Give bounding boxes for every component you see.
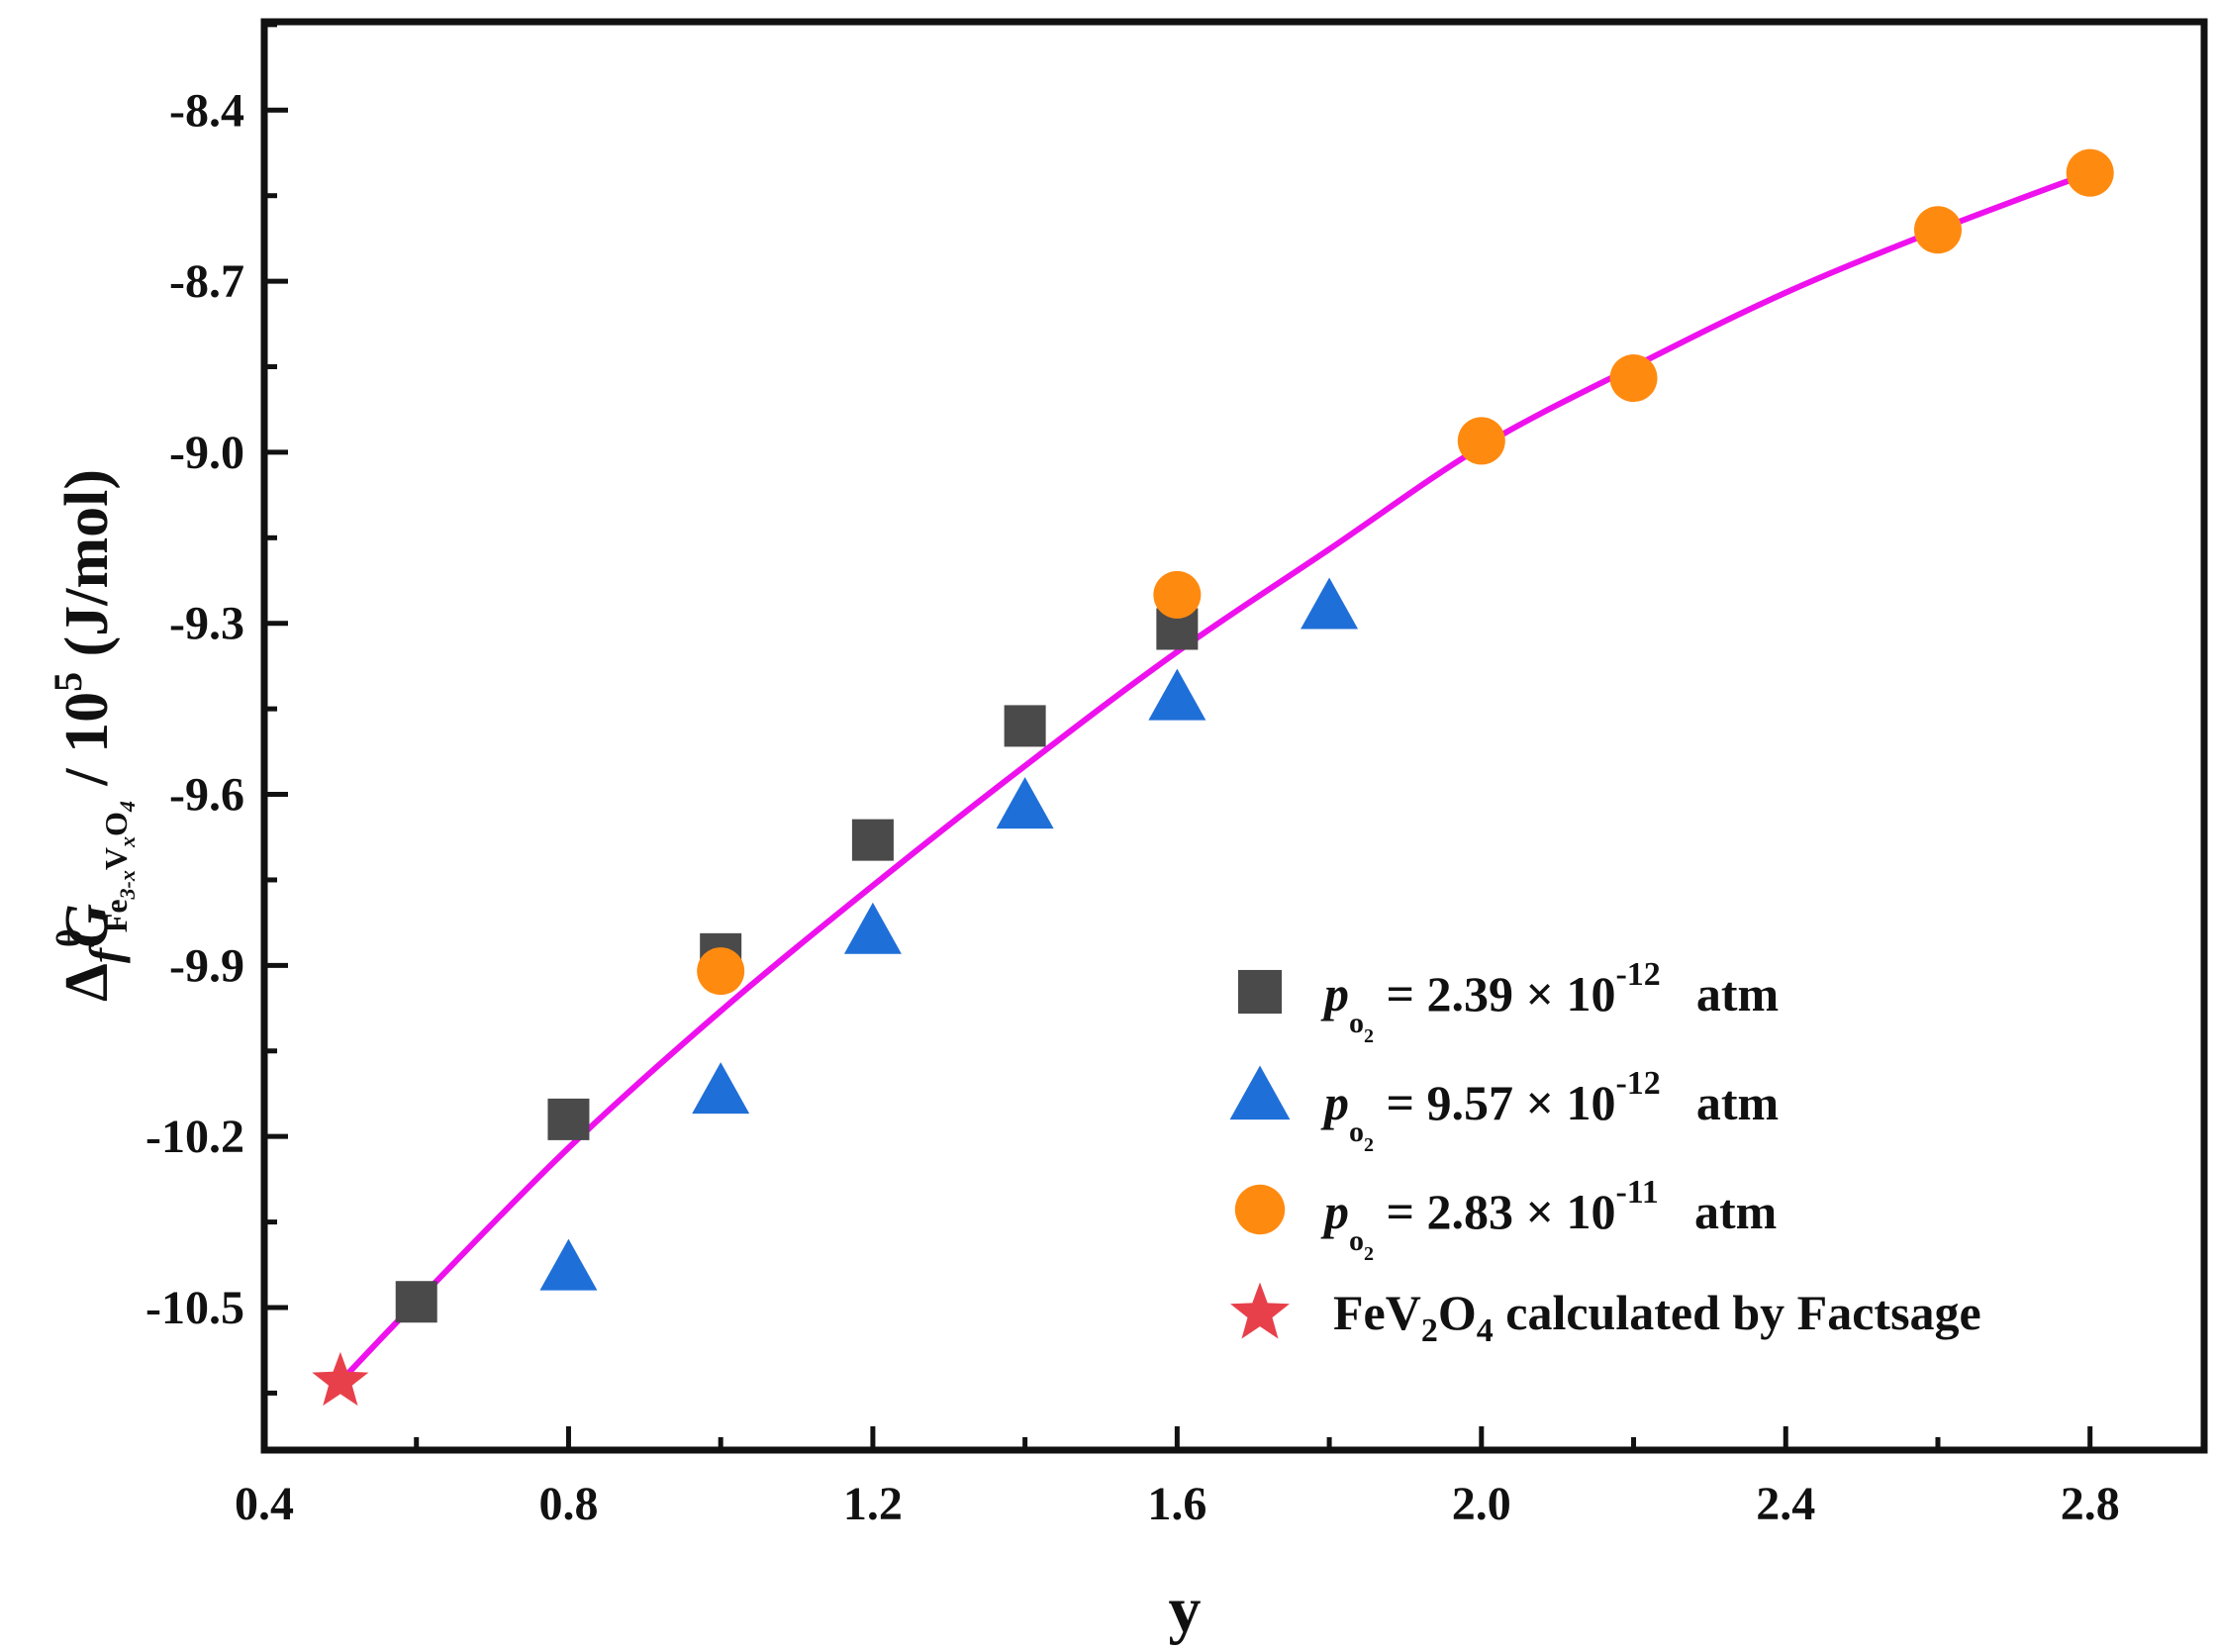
legend-entry-3-label: po2 = 2.83 × 10-11 atm: [1320, 1174, 1777, 1265]
y-tick-label: -8.7: [169, 255, 244, 308]
y-tick-label: -9.6: [169, 769, 244, 822]
y-tick-label: -9.0: [169, 427, 244, 479]
series-2-point: [1148, 668, 1206, 721]
data-points-layer: [312, 148, 2114, 1407]
legend-entry-2-label: po2 = 9.57 × 10-12 atm: [1320, 1065, 1779, 1156]
series-3-point: [1457, 417, 1505, 465]
x-tick-label: 1.6: [1147, 1478, 1206, 1530]
legend-marker-3: [1234, 1184, 1286, 1235]
x-tick-label: 2.0: [1452, 1478, 1511, 1530]
series-1-point: [851, 819, 894, 861]
series-3-point: [1609, 354, 1658, 403]
series-1-point: [1004, 705, 1046, 747]
x-tick-label: 1.2: [843, 1478, 903, 1530]
y-tick-label: -9.9: [169, 939, 244, 992]
legend-marker-4: [1230, 1282, 1290, 1339]
y-tick-label: -9.3: [169, 598, 244, 650]
series-4-point: [312, 1351, 369, 1407]
legend-entry-1-label: po2 = 2.39 × 10-12 atm: [1320, 956, 1779, 1047]
series-3-point: [1913, 206, 1962, 254]
legend-entry-4-label: FeV2O4 calculated by Factsage: [1333, 1285, 1981, 1349]
series-1-point: [395, 1281, 437, 1323]
legend: po2 = 2.39 × 10-12 atm po2 = 9.57 × 10-12…: [1229, 956, 1981, 1349]
x-tick-label: 2.8: [2061, 1478, 2120, 1530]
plot-frame: [260, 18, 2208, 1454]
series-2-point: [996, 777, 1054, 829]
series-2-point: [843, 902, 902, 954]
axis-ticks: [261, 22, 2093, 1450]
x-tick-label: 0.4: [235, 1478, 294, 1530]
y-tick-label: -8.4: [169, 84, 244, 137]
legend-markers: [1229, 969, 1291, 1339]
series-3-point: [1153, 570, 1202, 619]
legend-marker-1: [1237, 969, 1283, 1015]
fit-curve: [338, 169, 2091, 1384]
y-tick-label: -10.2: [145, 1111, 244, 1163]
y-tick-label: -10.5: [145, 1282, 244, 1334]
axis-tick-labels: 0.4 0.8 1.2 1.6 2.0 2.4 2.8 -8.4 -8.7 -9.0 -9.3 -9.…: [145, 84, 2120, 1530]
fit-curve-layer: [338, 169, 2091, 1384]
series-3-point: [2066, 148, 2114, 197]
series-3-point: [697, 947, 745, 996]
series-2-point: [539, 1238, 598, 1291]
x-tick-label: 2.4: [1756, 1478, 1815, 1530]
series-2-point: [1301, 577, 1359, 630]
series-1-point: [547, 1098, 590, 1140]
legend-marker-2: [1229, 1065, 1291, 1120]
x-axis-title: y: [1169, 1574, 1202, 1646]
y-axis-title: ΔfGθFe3-xVxO4 / 105 (J/mol): [46, 469, 140, 1002]
x-tick-label: 0.8: [538, 1478, 598, 1530]
series-2-point: [692, 1062, 750, 1115]
